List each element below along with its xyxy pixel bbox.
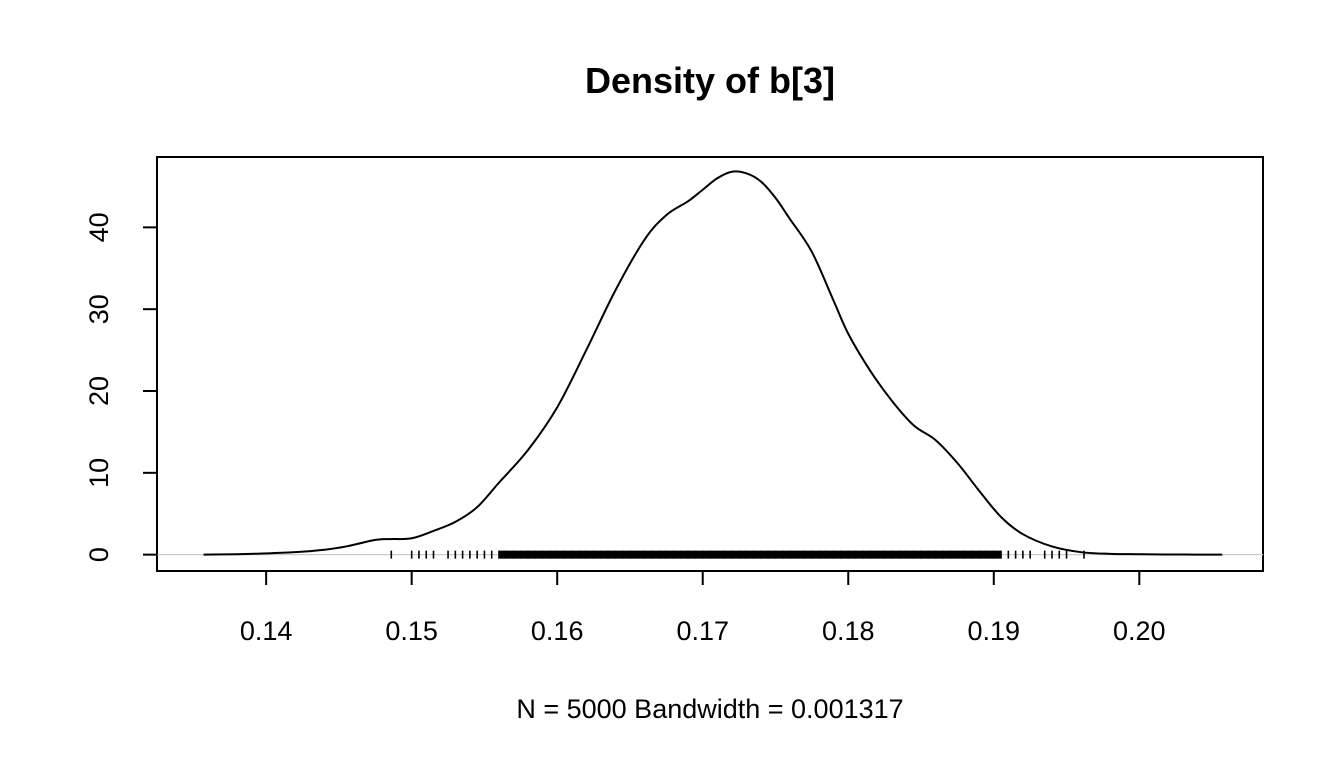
plot-frame [156, 156, 1264, 572]
density-curve [203, 170, 1223, 556]
x-tick-label: 0.20 [1113, 616, 1166, 646]
y-tick-label: 0 [84, 547, 114, 562]
y-tick-label: 30 [84, 294, 114, 324]
plot-area [156, 156, 1264, 572]
x-tick-label: 0.16 [531, 616, 584, 646]
x-axis: 0.14 0.15 0.16 0.17 0.18 0.19 0.20 [240, 570, 1166, 646]
y-tick-label: 10 [84, 458, 114, 488]
x-tick-label: 0.14 [240, 616, 293, 646]
x-tick-label: 0.18 [822, 616, 875, 646]
rug-band [498, 550, 1002, 559]
x-tick-label: 0.15 [385, 616, 438, 646]
y-tick-label: 20 [84, 376, 114, 406]
chart-title: Density of b[3] [585, 60, 835, 101]
y-tick-label: 40 [84, 212, 114, 242]
x-axis-label: N = 5000 Bandwidth = 0.001317 [516, 694, 903, 724]
y-axis: 0 10 20 30 40 [84, 212, 158, 562]
x-tick-label: 0.17 [676, 616, 729, 646]
x-tick-label: 0.19 [967, 616, 1020, 646]
rug [390, 550, 1085, 559]
